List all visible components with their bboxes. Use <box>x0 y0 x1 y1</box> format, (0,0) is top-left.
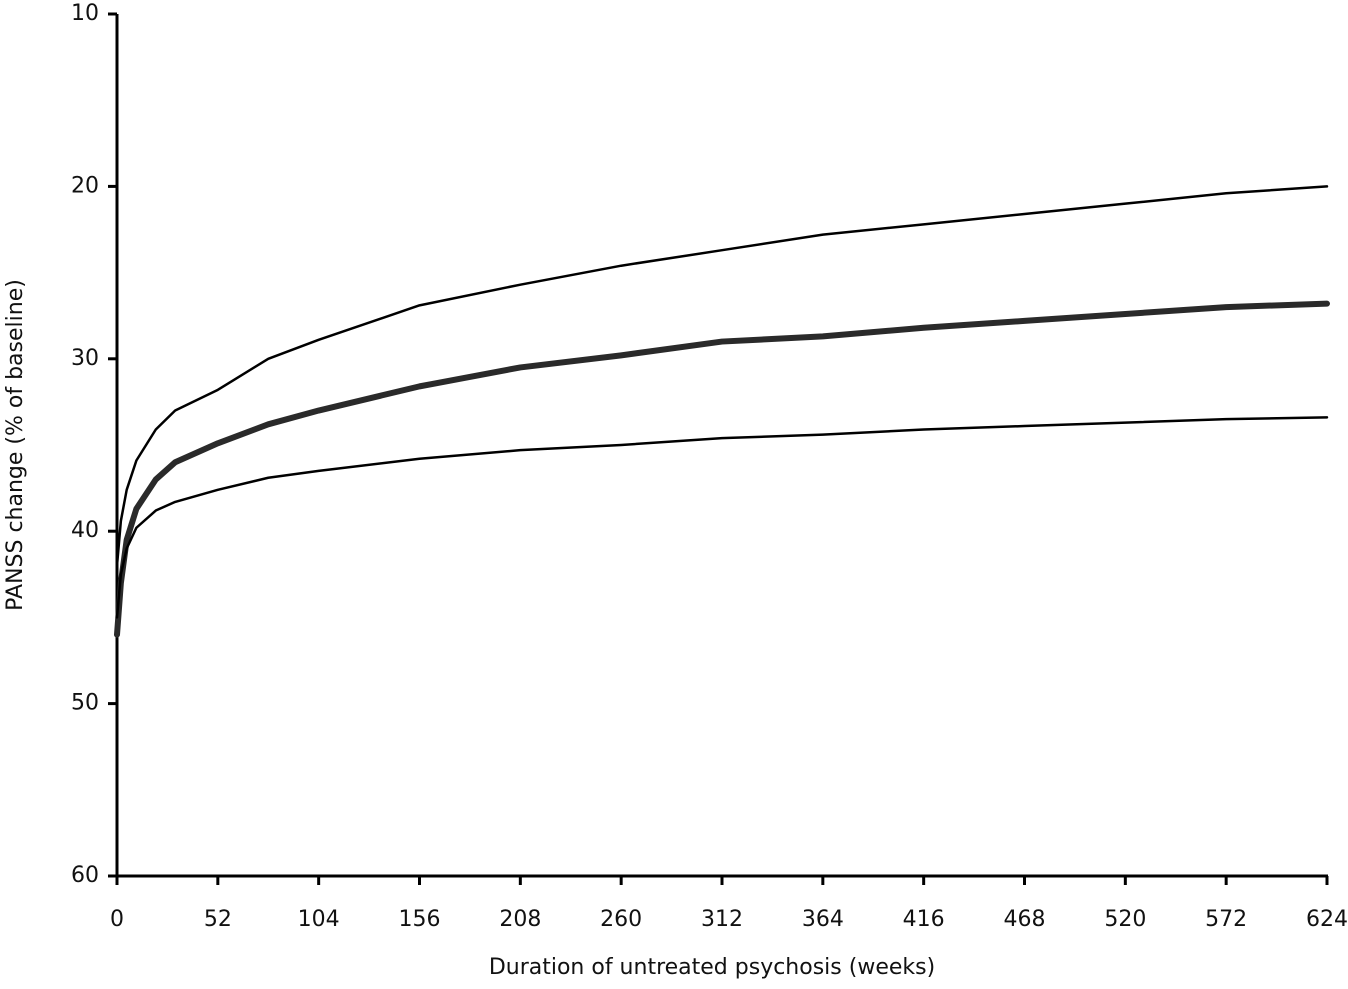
data-line <box>115 416 1329 619</box>
y-tick-label: 30 <box>71 346 99 371</box>
x-tick-label: 364 <box>802 907 844 932</box>
x-tick-label: 312 <box>701 907 743 932</box>
y-tick-label: 10 <box>71 1 99 26</box>
x-tick-label: 520 <box>1104 907 1146 932</box>
x-tick-label: 572 <box>1205 907 1247 932</box>
x-tick-label: 52 <box>204 907 232 932</box>
x-tick-label: 260 <box>600 907 642 932</box>
y-tick-label: 40 <box>71 518 99 543</box>
y-tick-label: 60 <box>71 863 99 888</box>
data-line <box>115 185 1329 567</box>
data-line <box>114 300 1330 638</box>
x-tick-label: 208 <box>499 907 541 932</box>
x-tick-label: 156 <box>399 907 441 932</box>
x-tick-label: 624 <box>1306 907 1348 932</box>
x-tick-label: 416 <box>903 907 945 932</box>
y-tick-label: 50 <box>71 691 99 716</box>
y-tick-label: 20 <box>71 173 99 198</box>
x-axis-title: Duration of untreated psychosis (weeks) <box>489 955 935 980</box>
x-tick-label: 104 <box>298 907 340 932</box>
x-tick-label: 0 <box>110 907 124 932</box>
y-axis-title: PANSS change (% of baseline) <box>3 279 28 611</box>
x-tick-label: 468 <box>1004 907 1046 932</box>
